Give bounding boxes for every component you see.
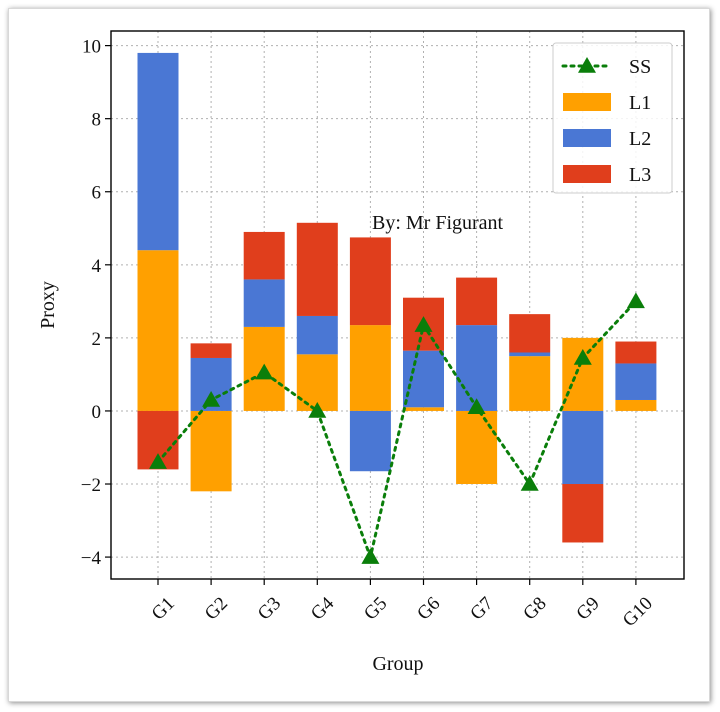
y-tick-label: −4: [81, 548, 102, 569]
y-tick-label: 4: [92, 256, 102, 277]
legend-swatch-ss-marker: [578, 57, 596, 73]
marker-ss-g4: [308, 401, 327, 418]
bar-l3-g8: [509, 314, 551, 353]
x-axis-title: Group: [372, 653, 423, 675]
legend: SS L1 L2 L3: [552, 42, 673, 194]
legend-swatch-l2: [563, 129, 611, 147]
bar-l2-g10: [615, 363, 657, 400]
x-tick-label: G7: [466, 593, 497, 624]
bar-l3-g4: [296, 222, 338, 316]
bar-l2-g6: [403, 350, 444, 408]
x-tick-label: G9: [572, 593, 603, 624]
bar-l1-g7: [456, 410, 498, 485]
line-layer: [149, 292, 645, 564]
legend-label-l2: L2: [629, 128, 651, 150]
bar-l3-g10: [615, 341, 657, 364]
legend-swatch-l1: [563, 93, 611, 111]
x-tick-label: G3: [254, 593, 285, 624]
y-tick-label: 10: [82, 37, 101, 58]
x-tick-label: G2: [201, 593, 232, 624]
bar-l1-g10: [615, 399, 657, 411]
bar-l2-g5: [349, 410, 391, 472]
bar-l2-g7: [456, 325, 498, 411]
x-tick-label: G10: [619, 593, 657, 631]
bar-l1-g2: [190, 410, 232, 492]
y-tick-label: −2: [81, 475, 101, 496]
bar-l2-g3: [243, 279, 285, 327]
marker-ss-g7: [467, 398, 486, 415]
y-tick-label: 8: [92, 110, 102, 131]
legend-label-l3: L3: [629, 164, 651, 186]
y-tick-label: 0: [92, 402, 102, 423]
bar-l1-g5: [349, 325, 391, 411]
legend-swatch-l3: [563, 165, 611, 183]
bar-l2-g8: [509, 352, 551, 357]
marker-ss-g1: [149, 453, 167, 469]
marker-ss-g10: [626, 292, 645, 309]
bar-l2-g1: [137, 52, 179, 251]
y-tick-label: 6: [92, 183, 102, 204]
y-tick-label: 2: [92, 329, 102, 350]
y-axis-ticks: −4 −2 0 2 4 6 8 10: [81, 37, 111, 569]
chart-annotation: By: Mr Figurant: [372, 212, 504, 234]
bar-l3-g3: [243, 231, 285, 280]
marker-ss-g3: [255, 363, 274, 380]
bar-l2-g4: [296, 315, 338, 355]
series-line-ss: [156, 299, 638, 563]
bar-l3-g2: [190, 343, 232, 358]
marker-ss-g5: [361, 548, 380, 564]
legend-label-l1: L1: [629, 92, 651, 114]
marker-ss-g2: [202, 390, 221, 407]
legend-box: [552, 42, 673, 194]
bar-l3-g9: [562, 484, 604, 543]
x-tick-label: G5: [360, 593, 391, 624]
bar-layer: [137, 52, 657, 543]
bar-l1-g9: [562, 337, 604, 411]
marker-ss-g6: [414, 316, 433, 332]
x-tick-label: G6: [413, 593, 444, 624]
bar-l2-g9: [562, 410, 604, 485]
plot-area-frame: [110, 30, 685, 580]
x-tick-label: G1: [148, 593, 179, 624]
x-axis-ticks: G1 G2 G3 G4 G5 G6 G7 G8 G9 G10: [148, 579, 657, 631]
y-axis-title: Proxy: [37, 281, 59, 329]
marker-ss-g9: [573, 348, 592, 365]
x-tick-label: G4: [307, 593, 339, 625]
bar-l3-g7: [456, 277, 498, 326]
bar-l1-g4: [296, 354, 338, 411]
bar-l3-g5: [349, 237, 391, 326]
x-tick-label: G8: [519, 593, 550, 624]
bar-l1-g8: [509, 356, 551, 411]
bar-l1-g6: [403, 407, 444, 411]
bar-l1-g1: [137, 250, 179, 411]
marker-ss-g8: [520, 475, 539, 491]
legend-label-ss: SS: [629, 56, 651, 78]
